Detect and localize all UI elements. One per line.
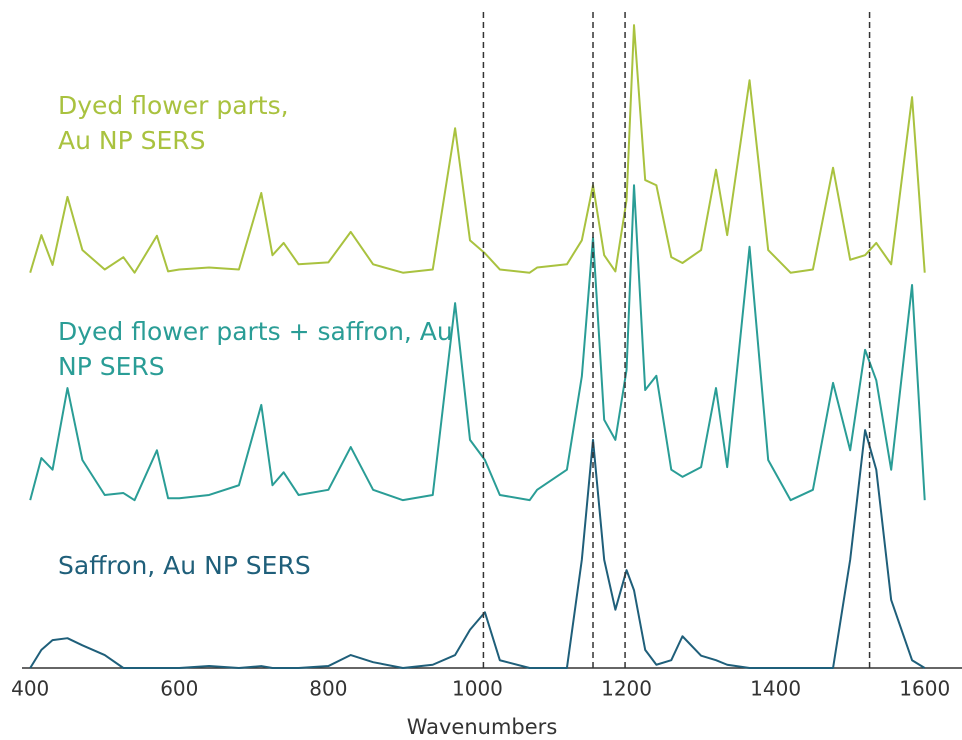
x-tick-label: 1200 xyxy=(601,677,652,701)
spectrum-line xyxy=(29,24,926,274)
series-label: Saffron, Au NP SERS xyxy=(58,551,311,580)
x-tick-label: 1400 xyxy=(750,677,801,701)
x-tick-label: 600 xyxy=(160,677,198,701)
x-tick-label: 1600 xyxy=(899,677,950,701)
x-tick-label: 1000 xyxy=(452,677,503,701)
series-label: Dyed flower parts, Au NP SERS xyxy=(58,91,289,155)
x-tick-label: 400 xyxy=(11,677,49,701)
series-label: Dyed flower parts + saffron, Au NP SERS xyxy=(58,317,453,381)
x-tick-label: 800 xyxy=(309,677,347,701)
x-axis-title: Wavenumbers xyxy=(407,715,558,739)
spectrum-line xyxy=(29,429,926,669)
spectrum-line xyxy=(29,184,926,502)
